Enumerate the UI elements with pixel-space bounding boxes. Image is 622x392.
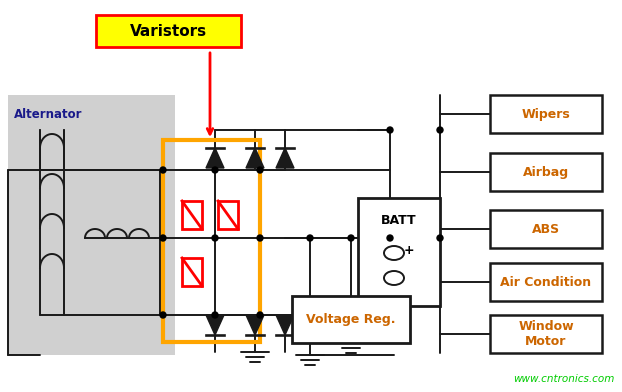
Bar [218, 201, 238, 229]
Bar [490, 153, 602, 191]
Bar [163, 140, 260, 342]
Polygon shape [206, 148, 224, 168]
Polygon shape [276, 148, 294, 168]
Text: Voltage Reg.: Voltage Reg. [306, 313, 396, 326]
Text: BATT: BATT [381, 214, 417, 227]
Text: Air Condition: Air Condition [501, 276, 592, 289]
Bar [182, 201, 202, 229]
Text: Wipers: Wipers [522, 107, 570, 120]
Text: ABS: ABS [532, 223, 560, 236]
Bar [96, 15, 241, 47]
Circle shape [212, 167, 218, 173]
Circle shape [257, 312, 263, 318]
Circle shape [212, 312, 218, 318]
Circle shape [348, 235, 354, 241]
Bar [490, 263, 602, 301]
Text: Window
Motor: Window Motor [518, 320, 574, 348]
Circle shape [160, 167, 166, 173]
Bar [182, 258, 202, 286]
Circle shape [387, 127, 393, 133]
Polygon shape [246, 315, 264, 335]
Bar [358, 198, 440, 306]
Circle shape [160, 235, 166, 241]
Circle shape [212, 235, 218, 241]
Circle shape [160, 312, 166, 318]
Bar [490, 95, 602, 133]
Bar [490, 210, 602, 248]
Bar [292, 296, 410, 343]
Bar [490, 315, 602, 353]
Circle shape [257, 167, 263, 173]
Circle shape [257, 235, 263, 241]
Bar [8, 95, 175, 355]
Circle shape [307, 235, 313, 241]
Text: +: + [404, 243, 414, 256]
Polygon shape [206, 315, 224, 335]
Circle shape [387, 235, 393, 241]
Text: Alternator: Alternator [14, 108, 83, 121]
Polygon shape [246, 148, 264, 168]
Circle shape [437, 127, 443, 133]
Polygon shape [276, 315, 294, 335]
Text: www.cntronics.com: www.cntronics.com [513, 374, 614, 384]
Circle shape [437, 235, 443, 241]
Text: Varistors: Varistors [130, 24, 207, 38]
Text: Airbag: Airbag [523, 165, 569, 178]
